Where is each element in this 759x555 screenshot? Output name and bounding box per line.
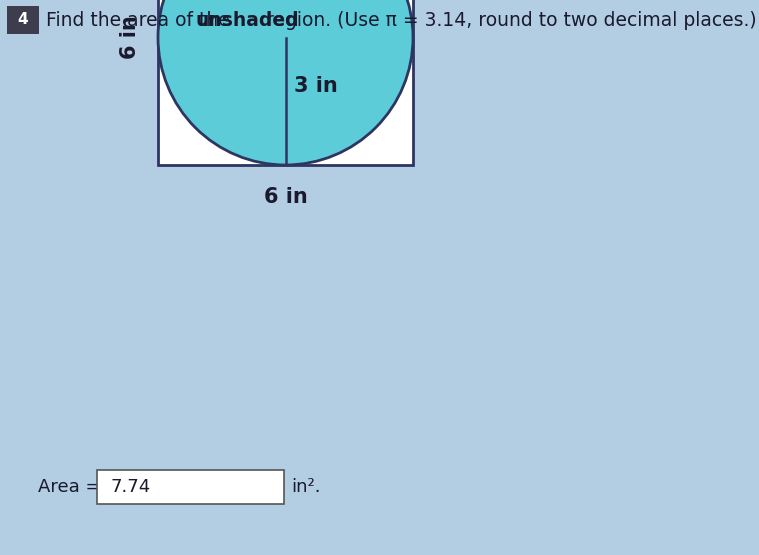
FancyBboxPatch shape xyxy=(97,470,284,504)
Text: in².: in². xyxy=(291,478,320,496)
Text: Find the area of the: Find the area of the xyxy=(46,11,236,29)
Text: Area =: Area = xyxy=(38,478,100,496)
FancyBboxPatch shape xyxy=(7,6,39,34)
Text: 6 in: 6 in xyxy=(120,16,140,59)
Text: unshaded: unshaded xyxy=(195,11,299,29)
Text: 7.74: 7.74 xyxy=(110,478,150,496)
Bar xyxy=(158,0,413,165)
Text: region. (Use π = 3.14, round to two decimal places.): region. (Use π = 3.14, round to two deci… xyxy=(260,11,757,29)
Circle shape xyxy=(158,0,413,165)
Text: 4: 4 xyxy=(17,13,28,28)
Text: 3 in: 3 in xyxy=(294,76,337,96)
Text: 6 in: 6 in xyxy=(263,187,307,207)
